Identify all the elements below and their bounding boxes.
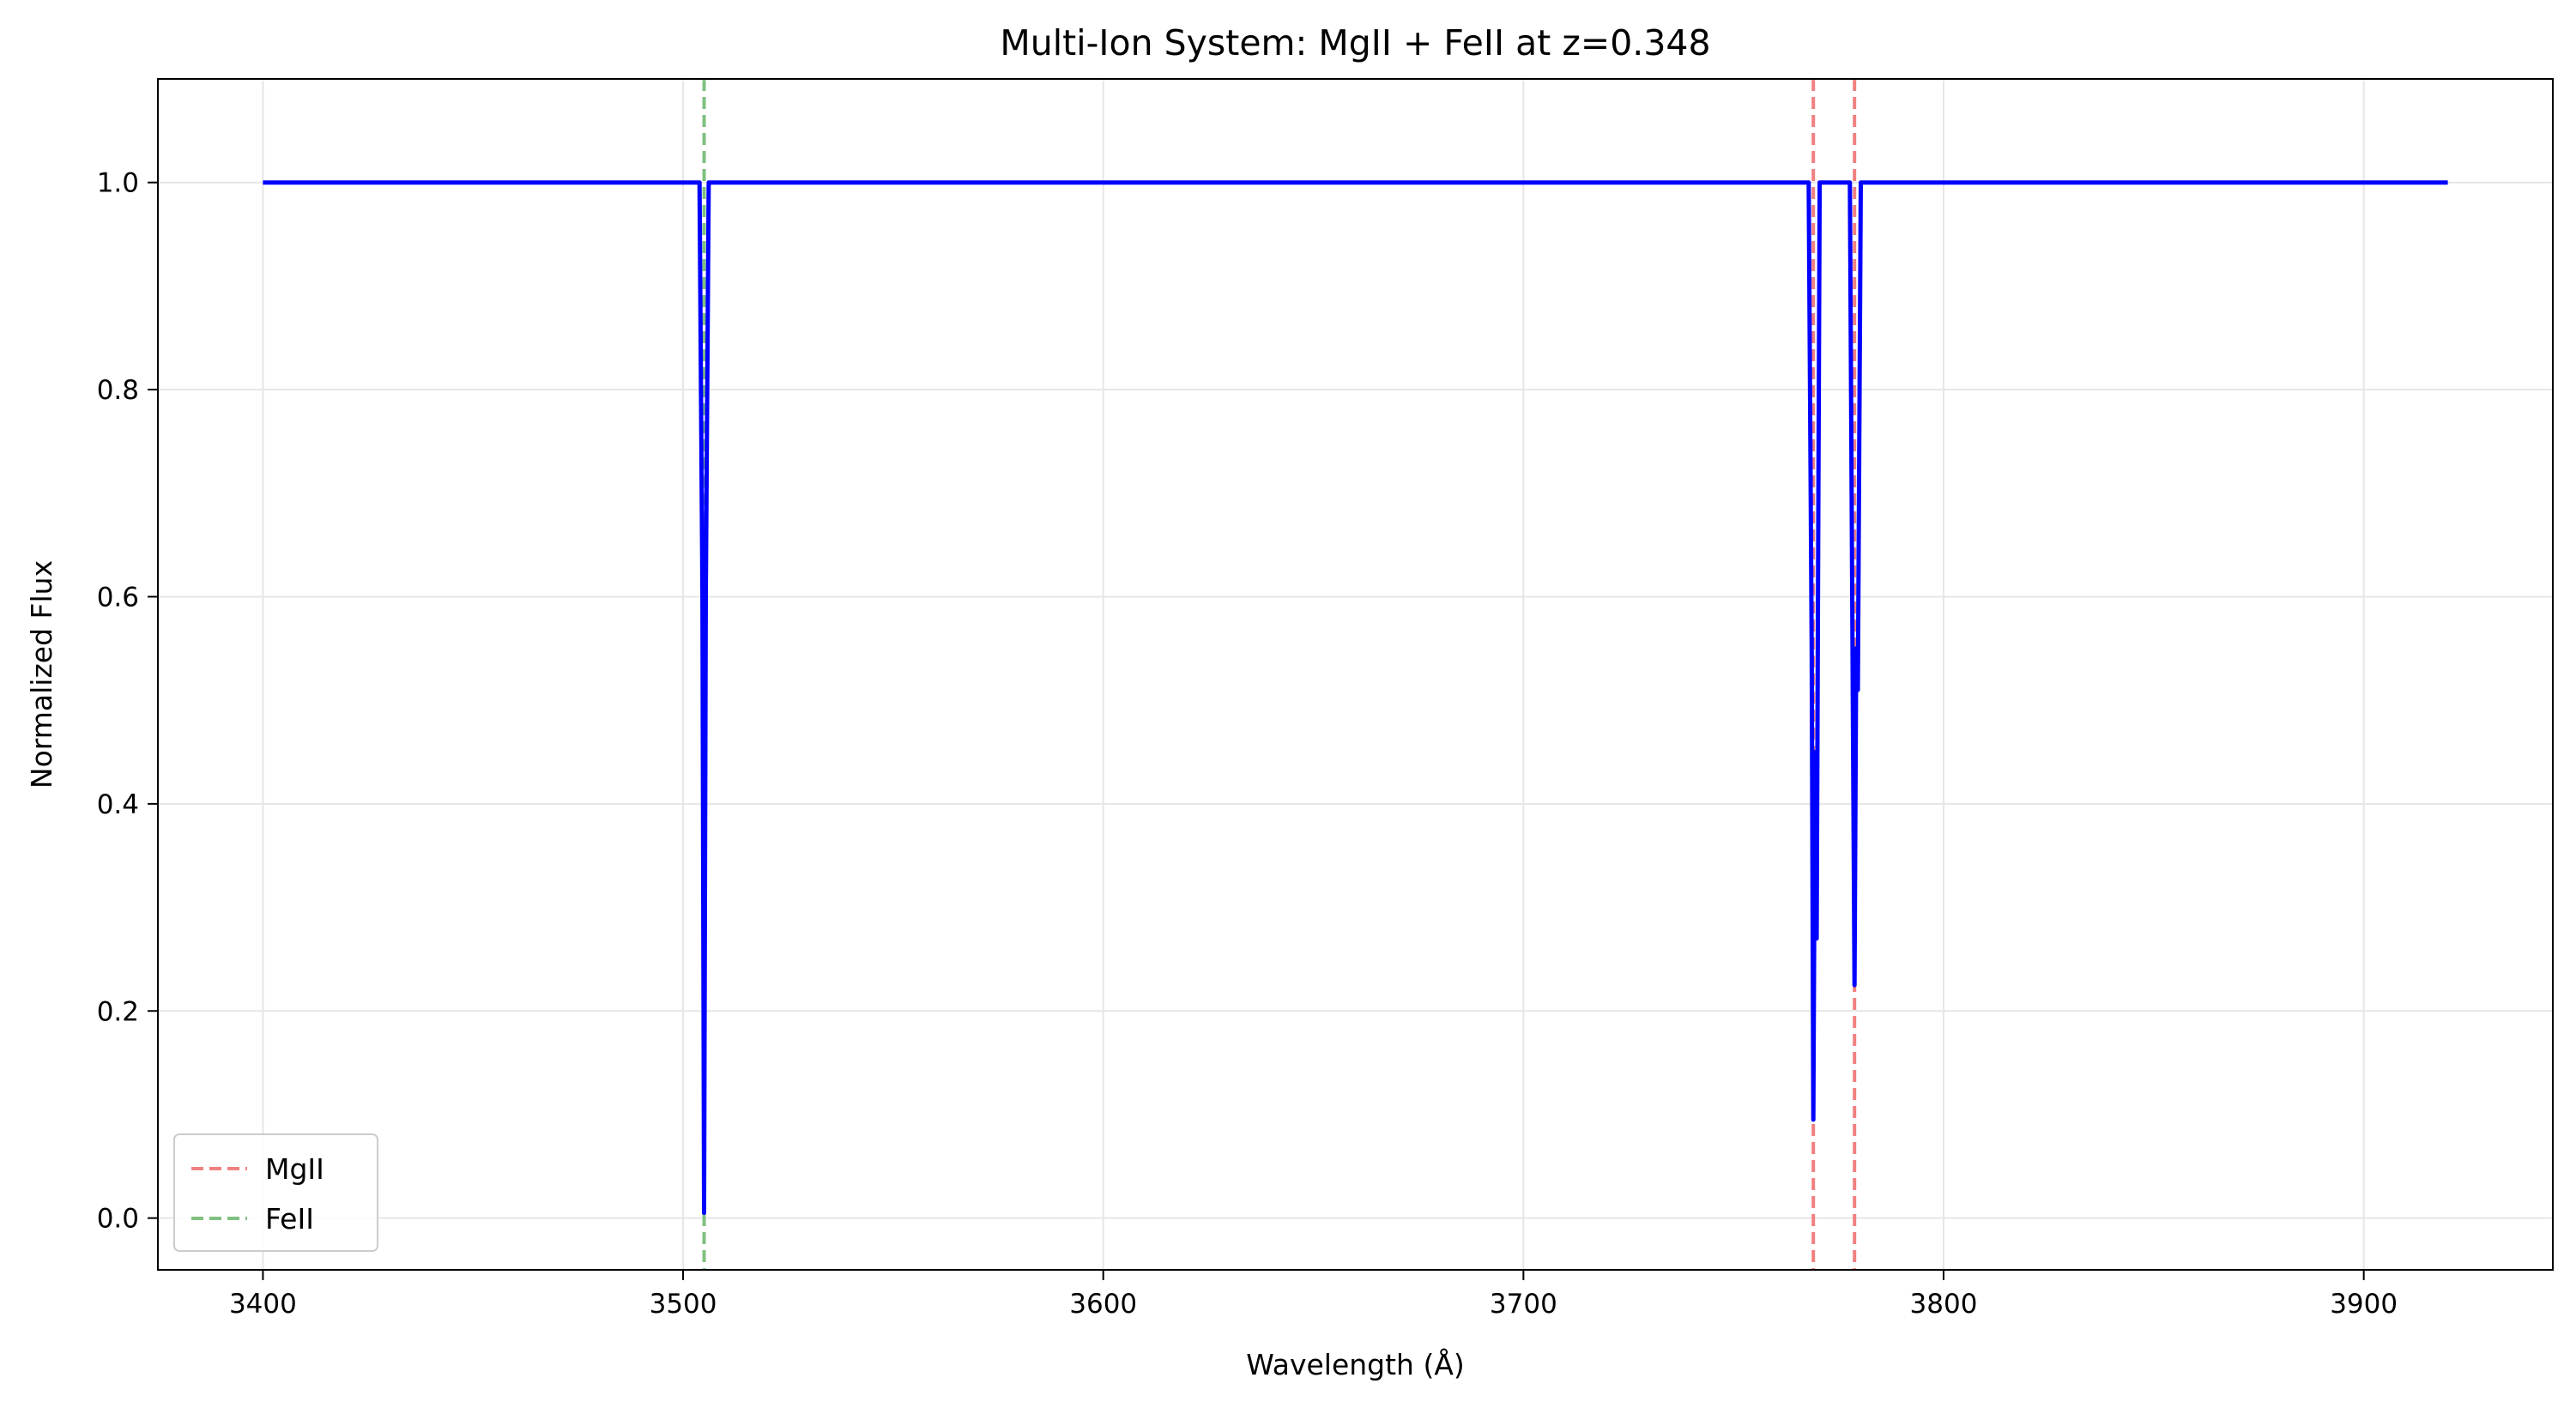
y-tick-label: 0.2 (97, 996, 139, 1027)
x-tick-label: 3600 (1069, 1289, 1137, 1320)
legend-box (173, 1133, 378, 1252)
y-tick-label: 0.0 (97, 1204, 139, 1235)
chart-title: Multi-Ion System: MgII + FeII at z=0.348 (1000, 22, 1710, 63)
legend-label-mgii: MgII (265, 1152, 324, 1186)
spectrum-line (263, 180, 2448, 1216)
legend-label-feii: FeII (265, 1202, 314, 1236)
x-tick-label: 3800 (1910, 1289, 1978, 1320)
x-axis-label: Wavelength (Å) (1246, 1347, 1465, 1381)
x-tick-label: 3700 (1490, 1289, 1557, 1320)
x-tick-label: 3900 (2330, 1289, 2398, 1320)
axis-ticks: 3400 3500 3600 3700 3800 3900 0.0 0.2 0.4 0.6 0.8 1… (97, 168, 2398, 1320)
plot-frame (157, 78, 2554, 1271)
legend: MgII FeII (173, 1133, 378, 1252)
y-tick-label: 0.4 (97, 789, 139, 820)
x-tick-label: 3400 (229, 1289, 297, 1320)
y-tick-label: 1.0 (97, 168, 139, 199)
x-tick-label: 3500 (650, 1289, 717, 1320)
y-tick-label: 0.6 (97, 582, 139, 613)
y-axis-label: Normalized Flux (25, 560, 58, 789)
y-tick-label: 0.8 (97, 375, 139, 406)
spectrum-series (263, 180, 2448, 1216)
